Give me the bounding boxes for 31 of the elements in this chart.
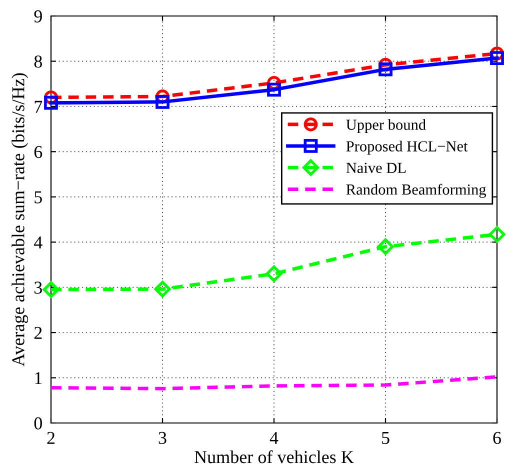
- point: [266, 266, 282, 282]
- y-tick-label: 2: [34, 326, 42, 339]
- x-tick-label: 5: [382, 432, 390, 444]
- legend-label: Proposed HCL−Net: [346, 140, 468, 155]
- x-tick-label: 4: [270, 432, 278, 444]
- point: [490, 51, 504, 65]
- y-tick-label: 1: [35, 372, 42, 384]
- y-tick-label: 5: [34, 191, 42, 204]
- y-tick-label: 8: [34, 55, 42, 68]
- x-tick-label: 2: [47, 432, 55, 444]
- point: [378, 62, 392, 76]
- legend-label: Naive DL: [346, 162, 406, 174]
- y-axis-title: Average achievable sum−rate (bits/s/Hz): [12, 73, 28, 366]
- x-tick-label: 6: [493, 432, 501, 444]
- y-tick-label: 3: [34, 282, 42, 294]
- point: [377, 238, 394, 255]
- point: [156, 94, 170, 109]
- point: [42, 281, 60, 298]
- y-tick-label: 0: [34, 417, 42, 430]
- y-tick-label: 4: [34, 236, 42, 248]
- point: [154, 280, 171, 298]
- legend-label: Upper bound: [346, 119, 426, 133]
- point: [488, 226, 506, 243]
- y-tick-label: 6: [34, 146, 42, 158]
- x-axis-title: Number of vehicles K: [194, 450, 354, 464]
- point: [267, 82, 281, 97]
- x-tick-label: 3: [158, 432, 166, 444]
- point: [44, 96, 58, 110]
- y-tick-label: 7: [34, 100, 42, 113]
- y-tick-label: 9: [34, 10, 42, 22]
- legend-label: Random Beamforming: [346, 184, 486, 198]
